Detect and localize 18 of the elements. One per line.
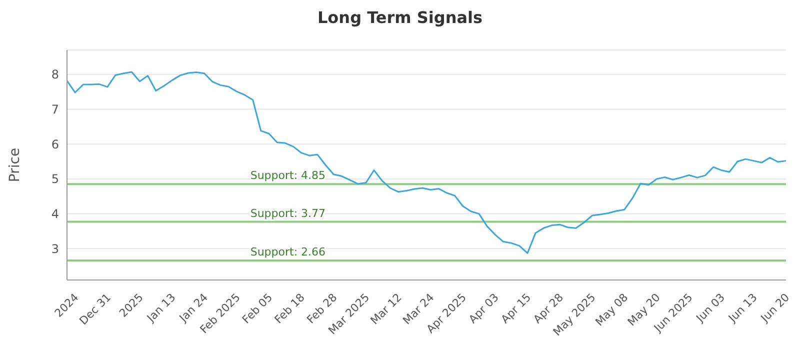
x-tick-label: Jan 13 [144,290,178,326]
y-axis-title: Price [6,148,23,182]
y-tick-label: 8 [51,68,59,82]
y-tick-label: 7 [51,102,59,116]
x-tick-label: Dec 31 [76,290,114,328]
y-tick-label: 3 [51,242,59,256]
y-tick-label: 5 [51,172,59,186]
chart-title: Long Term Signals [316,8,484,29]
x-tick-label: Apr 03 [466,290,502,326]
ref-line-label: Support: 3.77 [250,206,326,220]
ref-line-label: Support: 4.85 [250,169,326,182]
x-tick-label: Apr 15 [498,290,534,326]
x-tick-label: Jun 20 [758,290,792,326]
ref-line-label: Support: 2.66 [250,245,326,258]
x-tick-label: Jun 03 [693,290,728,326]
y-tick-label: 6 [51,137,59,152]
x-tick-label: Jun 13 [725,290,760,326]
y-tick-label: 4 [51,207,59,222]
